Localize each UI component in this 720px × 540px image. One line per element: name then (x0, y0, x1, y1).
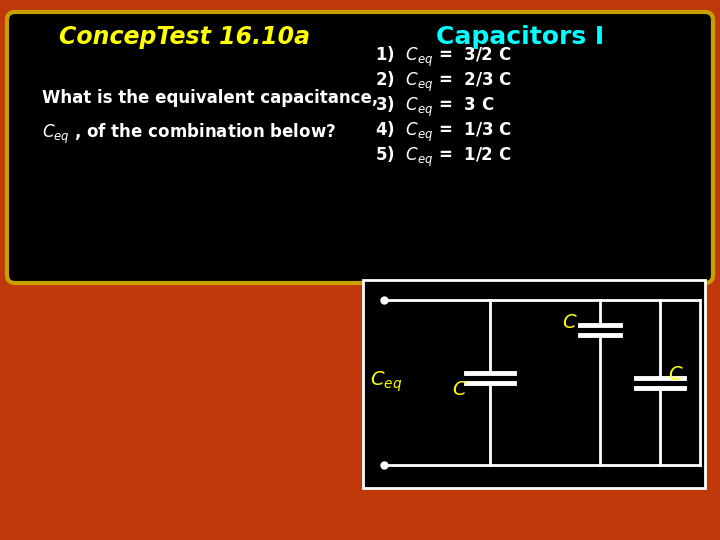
Text: $C_{eq}$: $C_{eq}$ (370, 370, 402, 394)
Text: 2)  $C_{eq}$ =  2/3 C: 2) $C_{eq}$ = 2/3 C (375, 70, 512, 94)
Text: What is the equivalent capacitance,: What is the equivalent capacitance, (42, 89, 378, 107)
FancyBboxPatch shape (7, 12, 713, 283)
Text: 3)  $C_{eq}$ =  3 C: 3) $C_{eq}$ = 3 C (375, 95, 494, 119)
Text: 4)  $C_{eq}$ =  1/3 C: 4) $C_{eq}$ = 1/3 C (375, 120, 512, 144)
Text: $C$: $C$ (562, 313, 577, 332)
Text: Capacitors I: Capacitors I (436, 25, 604, 49)
FancyBboxPatch shape (363, 280, 705, 488)
Text: $C$: $C$ (452, 380, 467, 399)
Text: 1)  $C_{eq}$ =  3/2 C: 1) $C_{eq}$ = 3/2 C (375, 45, 511, 69)
Text: $C_{eq}$ , of the combination below?: $C_{eq}$ , of the combination below? (42, 122, 336, 146)
Text: $C$: $C$ (668, 365, 683, 384)
Text: ConcepTest 16.10a: ConcepTest 16.10a (60, 25, 310, 49)
Text: 5)  $C_{eq}$ =  1/2 C: 5) $C_{eq}$ = 1/2 C (375, 145, 511, 169)
